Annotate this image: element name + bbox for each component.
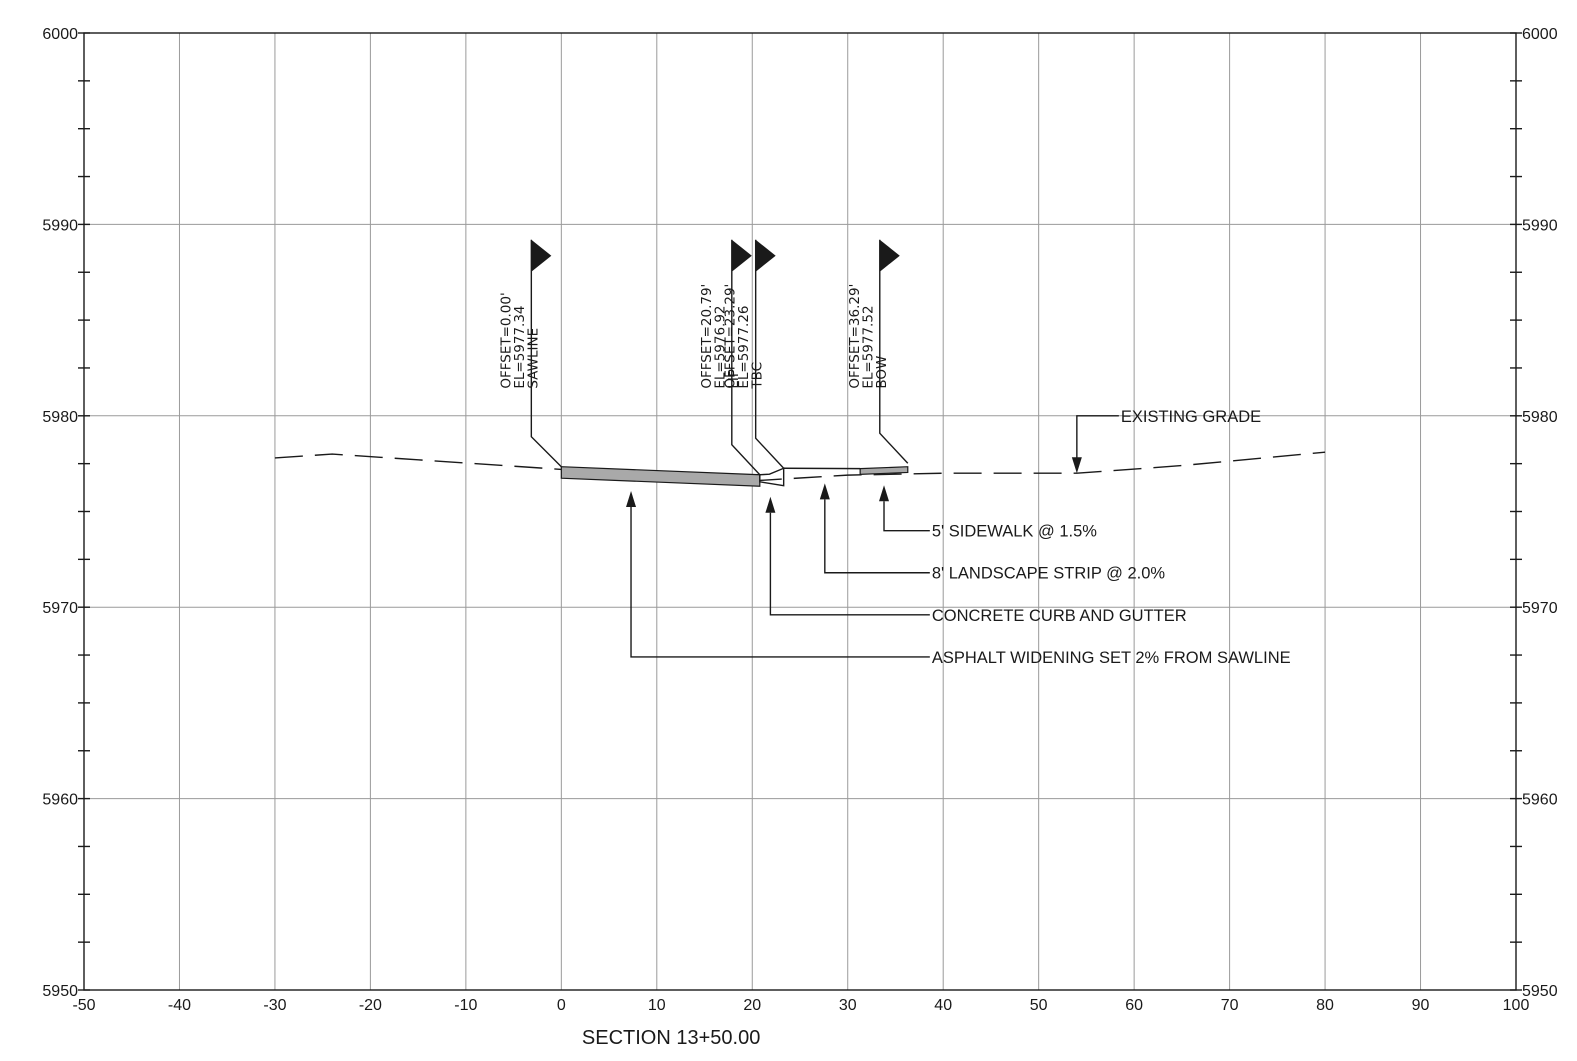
callout-leader — [630, 507, 930, 658]
flag-label-line: OFFSET=0.00' — [498, 292, 514, 388]
existing-grade-arrowhead — [1071, 457, 1082, 474]
plot-frame — [83, 32, 1517, 991]
y-tick-label-right: 6000 — [1522, 26, 1558, 43]
flag-leader — [754, 239, 785, 469]
y-tick-label-left: 5950 — [42, 983, 78, 1000]
y-tick-label-left: 5960 — [42, 792, 78, 809]
callout-arrowhead — [765, 496, 776, 513]
flag-label-line: EL=5977.26 — [736, 305, 752, 388]
flag-pennant — [531, 239, 552, 272]
flag-leader — [530, 239, 562, 468]
callout-arrowhead — [879, 485, 890, 502]
x-tick-label: 0 — [557, 997, 566, 1014]
x-tick-label: -20 — [359, 997, 382, 1014]
x-tick-label: 40 — [934, 997, 952, 1014]
flag-label-line: SAWLINE — [525, 328, 541, 389]
callout-label: 5' SIDEWALK @ 1.5% — [932, 523, 1097, 541]
flag-label-line: EL=5976.92 — [712, 305, 728, 388]
flag-leader — [879, 239, 909, 464]
y-tick-label-left: 6000 — [42, 26, 78, 43]
callout-arrowhead — [626, 491, 637, 508]
axis-ticks — [78, 32, 1522, 991]
curb-and-gutter-outline — [759, 467, 785, 487]
existing-grade-line — [274, 451, 1326, 482]
existing-grade-layer: EXISTING GRADE — [274, 408, 1326, 482]
x-tick-label: -50 — [72, 997, 95, 1014]
callout-leader — [824, 499, 930, 574]
x-tick-label: -40 — [168, 997, 191, 1014]
x-tick-label: 100 — [1503, 997, 1530, 1014]
callout-label: CONCRETE CURB AND GUTTER — [932, 607, 1187, 625]
x-tick-label: 90 — [1412, 997, 1430, 1014]
callout-label: ASPHALT WIDENING SET 2% FROM SAWLINE — [932, 649, 1291, 667]
x-tick-label: 30 — [839, 997, 857, 1014]
y-tick-label-left: 5970 — [42, 600, 78, 617]
x-tick-label: -10 — [454, 997, 477, 1014]
callout-arrowhead — [819, 483, 830, 500]
flag-label-line: OFFSET=36.29' — [847, 284, 863, 389]
existing-grade-leader — [1076, 415, 1119, 460]
y-tick-label-right: 5950 — [1522, 983, 1558, 1000]
asphalt-widening — [560, 466, 761, 487]
proposed-section-layer — [560, 466, 909, 487]
flag-pennant — [731, 239, 752, 272]
x-tick-label: 70 — [1221, 997, 1239, 1014]
flag-label-line: LIP — [726, 369, 742, 389]
y-tick-label-right: 5990 — [1522, 217, 1558, 234]
y-tick-label-left: 5980 — [42, 409, 78, 426]
flag-leader — [731, 239, 761, 476]
axis-tick-labels: -50 -40 -30 -20 -10 0 10 20 30 40 50 60 70 80 90 100595… — [42, 26, 1557, 1014]
flag-label-line: OFFSET=20.79' — [699, 284, 715, 389]
x-tick-label: 20 — [743, 997, 761, 1014]
flag-label-line: BOW — [874, 356, 890, 389]
callout-label: 8' LANDSCAPE STRIP @ 2.0% — [932, 565, 1166, 583]
x-tick-label: 80 — [1316, 997, 1334, 1014]
x-tick-label: 10 — [648, 997, 666, 1014]
y-tick-label-right: 5980 — [1522, 409, 1558, 426]
flag-label-line: EL=5977.52 — [860, 305, 876, 388]
flag-label-line: EL=5977.34 — [512, 305, 528, 388]
x-tick-label: 50 — [1030, 997, 1048, 1014]
y-tick-label-right: 5970 — [1522, 600, 1558, 617]
y-tick-label-right: 5960 — [1522, 792, 1558, 809]
grid — [84, 33, 1516, 990]
callouts-layer: 5' SIDEWALK @ 1.5% 8' LANDSCAPE STRIP @ 2… — [626, 483, 1291, 667]
callout-leader — [769, 512, 930, 616]
existing-grade-label: EXISTING GRADE — [1121, 408, 1261, 426]
x-tick-label: 60 — [1125, 997, 1143, 1014]
callout-leader — [883, 501, 930, 532]
flag-label-line: TBC — [750, 362, 766, 390]
x-tick-label: -30 — [263, 997, 286, 1014]
y-tick-label-left: 5990 — [42, 217, 78, 234]
section-title: SECTION 13+50.00 — [582, 1027, 760, 1049]
flag-pennant — [879, 239, 900, 272]
flag-label-line: OFFSET=23.29' — [723, 284, 739, 389]
flag-pennant — [755, 239, 776, 272]
sidewalk-section — [859, 466, 909, 475]
